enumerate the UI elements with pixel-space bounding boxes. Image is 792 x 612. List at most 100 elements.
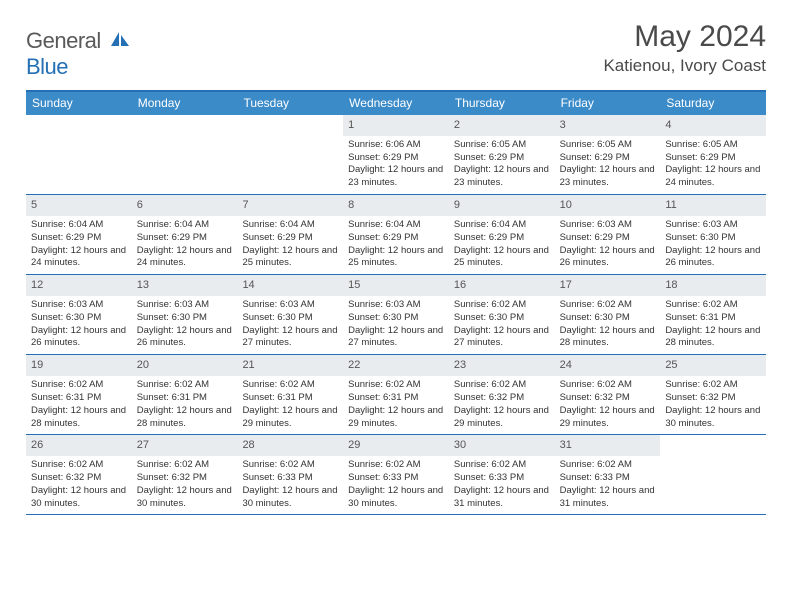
- day-cell: 18Sunrise: 6:02 AMSunset: 6:31 PMDayligh…: [660, 275, 766, 354]
- sunset-text: Sunset: 6:31 PM: [31, 392, 129, 405]
- day-number: 14: [237, 275, 343, 296]
- calendar-grid: SundayMondayTuesdayWednesdayThursdayFrid…: [26, 90, 766, 515]
- day-header: Thursday: [449, 92, 555, 115]
- day-number: 24: [555, 355, 661, 376]
- day-cell: 31Sunrise: 6:02 AMSunset: 6:33 PMDayligh…: [555, 435, 661, 514]
- day-number: 2: [449, 115, 555, 136]
- sunset-text: Sunset: 6:29 PM: [348, 152, 446, 165]
- week-row: 12Sunrise: 6:03 AMSunset: 6:30 PMDayligh…: [26, 275, 766, 355]
- sunset-text: Sunset: 6:31 PM: [137, 392, 235, 405]
- sunset-text: Sunset: 6:29 PM: [665, 152, 763, 165]
- day-info: Sunrise: 6:04 AMSunset: 6:29 PMDaylight:…: [240, 219, 340, 270]
- daylight-text: Daylight: 12 hours and 28 minutes.: [560, 325, 658, 351]
- title-block: May 2024 Katienou, Ivory Coast: [603, 20, 766, 76]
- sunrise-text: Sunrise: 6:02 AM: [348, 459, 446, 472]
- day-info: Sunrise: 6:02 AMSunset: 6:33 PMDaylight:…: [558, 459, 658, 510]
- sunrise-text: Sunrise: 6:02 AM: [454, 379, 552, 392]
- daylight-text: Daylight: 12 hours and 26 minutes.: [137, 325, 235, 351]
- day-info: Sunrise: 6:02 AMSunset: 6:31 PMDaylight:…: [29, 379, 129, 430]
- day-info: Sunrise: 6:02 AMSunset: 6:30 PMDaylight:…: [452, 299, 552, 350]
- day-cell: 28 Sunrise: 6:02 AMSunset: 6:33 PMDayligh…: [237, 435, 343, 514]
- sunset-text: Sunset: 6:30 PM: [560, 312, 658, 325]
- day-number: 4: [660, 115, 766, 136]
- day-cell: 6Sunrise: 6:04 AMSunset: 6:29 PMDaylight…: [132, 195, 238, 274]
- sunset-text: Sunset: 6:33 PM: [242, 472, 340, 485]
- sunset-text: Sunset: 6:32 PM: [454, 392, 552, 405]
- sunrise-text: Sunrise: 6:02 AM: [137, 379, 235, 392]
- logo-word-1: General: [26, 28, 101, 53]
- sunrise-text: Sunrise: 6:02 AM: [560, 459, 658, 472]
- sunset-text: Sunset: 6:30 PM: [137, 312, 235, 325]
- sunrise-text: Sunrise: 6:03 AM: [560, 219, 658, 232]
- day-cell: 19Sunrise: 6:02 AMSunset: 6:31 PMDayligh…: [26, 355, 132, 434]
- day-info: Sunrise: 6:02 AMSunset: 6:33 PMDaylight:…: [346, 459, 446, 510]
- day-info: Sunrise: 6:06 AMSunset: 6:29 PMDaylight:…: [346, 139, 446, 190]
- sunrise-text: Sunrise: 6:05 AM: [560, 139, 658, 152]
- day-info: Sunrise: 6:04 AMSunset: 6:29 PMDaylight:…: [346, 219, 446, 270]
- daylight-text: Daylight: 12 hours and 26 minutes.: [560, 245, 658, 271]
- day-cell: 7Sunrise: 6:04 AMSunset: 6:29 PMDaylight…: [237, 195, 343, 274]
- sunset-text: Sunset: 6:32 PM: [560, 392, 658, 405]
- day-info: Sunrise: 6:02 AMSunset: 6:31 PMDaylight:…: [663, 299, 763, 350]
- sunset-text: Sunset: 6:31 PM: [665, 312, 763, 325]
- daylight-text: Daylight: 12 hours and 23 minutes.: [454, 164, 552, 190]
- sail-icon: [109, 28, 131, 53]
- month-title: May 2024: [603, 20, 766, 54]
- sunrise-text: Sunrise: 6:03 AM: [31, 299, 129, 312]
- day-cell: [132, 115, 238, 194]
- sunset-text: Sunset: 6:29 PM: [560, 152, 658, 165]
- day-cell: 30Sunrise: 6:02 AMSunset: 6:33 PMDayligh…: [449, 435, 555, 514]
- sunset-text: Sunset: 6:29 PM: [242, 232, 340, 245]
- sunrise-text: Sunrise: 6:02 AM: [454, 299, 552, 312]
- sunset-text: Sunset: 6:32 PM: [137, 472, 235, 485]
- day-number: 6: [132, 195, 238, 216]
- day-number: 28: [237, 435, 343, 456]
- day-cell: 5Sunrise: 6:04 AMSunset: 6:29 PMDaylight…: [26, 195, 132, 274]
- sunrise-text: Sunrise: 6:02 AM: [665, 379, 763, 392]
- daylight-text: Daylight: 12 hours and 28 minutes.: [137, 405, 235, 431]
- sunset-text: Sunset: 6:31 PM: [348, 392, 446, 405]
- sunrise-text: Sunrise: 6:06 AM: [348, 139, 446, 152]
- day-info: Sunrise: 6:02 AMSunset: 6:32 PMDaylight:…: [663, 379, 763, 430]
- day-cell: 20 Sunrise: 6:02 AMSunset: 6:31 PMDayligh…: [132, 355, 238, 434]
- daylight-text: Daylight: 12 hours and 29 minutes.: [454, 405, 552, 431]
- week-row: 5Sunrise: 6:04 AMSunset: 6:29 PMDaylight…: [26, 195, 766, 275]
- daylight-text: Daylight: 12 hours and 25 minutes.: [348, 245, 446, 271]
- day-info: Sunrise: 6:02 AMSunset: 6:33 PMDaylight:…: [240, 459, 340, 510]
- sunrise-text: Sunrise: 6:02 AM: [560, 299, 658, 312]
- day-number: 27: [132, 435, 238, 456]
- sunrise-text: Sunrise: 6:02 AM: [560, 379, 658, 392]
- day-cell: 21Sunrise: 6:02 AMSunset: 6:31 PMDayligh…: [237, 355, 343, 434]
- day-cell: 17Sunrise: 6:02 AMSunset: 6:30 PMDayligh…: [555, 275, 661, 354]
- day-cell: [26, 115, 132, 194]
- day-cell: 3Sunrise: 6:05 AMSunset: 6:29 PMDaylight…: [555, 115, 661, 194]
- calendar-page: General Blue May 2024 Katienou, Ivory Co…: [0, 0, 792, 525]
- day-number: 30: [449, 435, 555, 456]
- sunset-text: Sunset: 6:30 PM: [31, 312, 129, 325]
- day-cell: 16 Sunrise: 6:02 AMSunset: 6:30 PMDayligh…: [449, 275, 555, 354]
- day-header: Monday: [132, 92, 238, 115]
- daylight-text: Daylight: 12 hours and 25 minutes.: [454, 245, 552, 271]
- day-number: 20: [132, 355, 238, 376]
- sunrise-text: Sunrise: 6:02 AM: [665, 299, 763, 312]
- day-number: 13: [132, 275, 238, 296]
- daylight-text: Daylight: 12 hours and 27 minutes.: [454, 325, 552, 351]
- day-cell: 11Sunrise: 6:03 AMSunset: 6:30 PMDayligh…: [660, 195, 766, 274]
- day-info: Sunrise: 6:04 AMSunset: 6:29 PMDaylight:…: [452, 219, 552, 270]
- week-row: 19Sunrise: 6:02 AMSunset: 6:31 PMDayligh…: [26, 355, 766, 435]
- day-cell: 12Sunrise: 6:03 AMSunset: 6:30 PMDayligh…: [26, 275, 132, 354]
- daylight-text: Daylight: 12 hours and 29 minutes.: [348, 405, 446, 431]
- daylight-text: Daylight: 12 hours and 29 minutes.: [560, 405, 658, 431]
- day-header: Wednesday: [343, 92, 449, 115]
- weeks-container: 1Sunrise: 6:06 AMSunset: 6:29 PMDaylight…: [26, 115, 766, 515]
- day-cell: 27 Sunrise: 6:02 AMSunset: 6:32 PMDayligh…: [132, 435, 238, 514]
- day-number: 9: [449, 195, 555, 216]
- day-cell: 25Sunrise: 6:02 AMSunset: 6:32 PMDayligh…: [660, 355, 766, 434]
- sunrise-text: Sunrise: 6:04 AM: [242, 219, 340, 232]
- day-number: 16: [449, 275, 555, 296]
- day-header: Saturday: [660, 92, 766, 115]
- sunrise-text: Sunrise: 6:02 AM: [454, 459, 552, 472]
- day-number: 15: [343, 275, 449, 296]
- day-info: Sunrise: 6:02 AMSunset: 6:32 PMDaylight:…: [135, 459, 235, 510]
- day-number: 3: [555, 115, 661, 136]
